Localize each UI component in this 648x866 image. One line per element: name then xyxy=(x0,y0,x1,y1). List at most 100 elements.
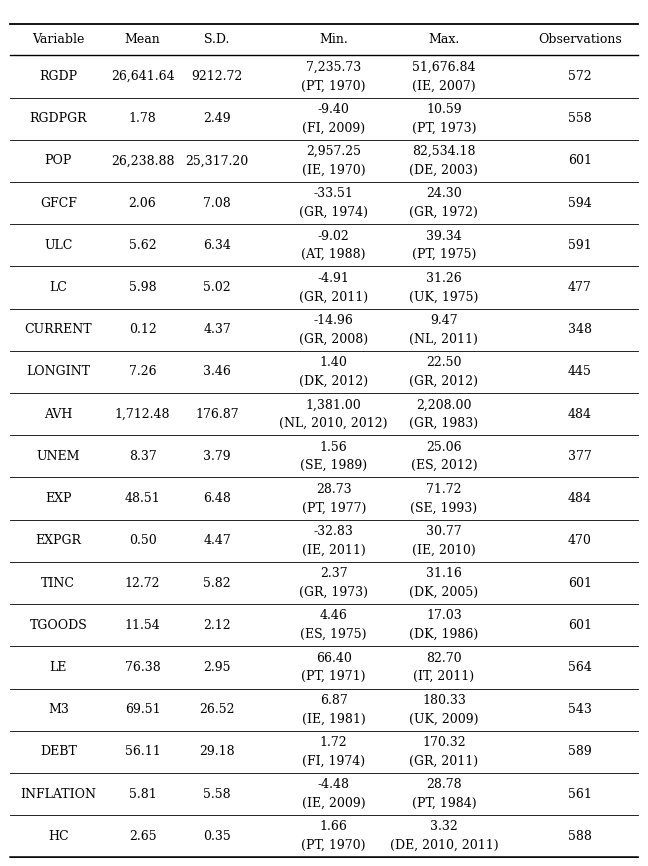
Text: (UK, 2009): (UK, 2009) xyxy=(409,713,479,726)
Text: 51,676.84: 51,676.84 xyxy=(412,61,476,74)
Text: (GR, 2011): (GR, 2011) xyxy=(299,290,368,303)
Text: (DE, 2003): (DE, 2003) xyxy=(410,164,478,177)
Text: 11.54: 11.54 xyxy=(124,618,161,631)
Text: 22.50: 22.50 xyxy=(426,356,461,369)
Text: 4.37: 4.37 xyxy=(203,323,231,336)
Text: 6.48: 6.48 xyxy=(203,492,231,505)
Text: (IT, 2011): (IT, 2011) xyxy=(413,670,474,683)
Text: 0.35: 0.35 xyxy=(203,830,231,843)
Text: 1,381.00: 1,381.00 xyxy=(306,398,362,411)
Text: (DK, 1986): (DK, 1986) xyxy=(410,628,478,641)
Text: 601: 601 xyxy=(568,618,592,631)
Text: 6.34: 6.34 xyxy=(203,239,231,252)
Text: 2,208.00: 2,208.00 xyxy=(416,398,472,411)
Text: 8.37: 8.37 xyxy=(129,449,156,463)
Text: (GR, 1973): (GR, 1973) xyxy=(299,585,368,598)
Text: 6.87: 6.87 xyxy=(320,694,347,707)
Text: (IE, 1970): (IE, 1970) xyxy=(302,164,365,177)
Text: 7,235.73: 7,235.73 xyxy=(306,61,362,74)
Text: (SE, 1989): (SE, 1989) xyxy=(300,459,367,472)
Text: 1.66: 1.66 xyxy=(319,820,348,833)
Text: 30.77: 30.77 xyxy=(426,525,461,538)
Text: (GR, 1972): (GR, 1972) xyxy=(410,206,478,219)
Text: 25.06: 25.06 xyxy=(426,441,461,454)
Text: 3.79: 3.79 xyxy=(203,449,231,463)
Text: 0.12: 0.12 xyxy=(129,323,156,336)
Text: 26.52: 26.52 xyxy=(200,703,235,716)
Text: EXPGR: EXPGR xyxy=(36,534,81,547)
Text: (IE, 2007): (IE, 2007) xyxy=(412,80,476,93)
Text: 0.50: 0.50 xyxy=(129,534,156,547)
Text: 48.51: 48.51 xyxy=(124,492,161,505)
Text: HC: HC xyxy=(48,830,69,843)
Text: 377: 377 xyxy=(568,449,592,463)
Text: (IE, 2011): (IE, 2011) xyxy=(302,544,365,557)
Text: 5.81: 5.81 xyxy=(129,787,156,800)
Text: 470: 470 xyxy=(568,534,592,547)
Text: M3: M3 xyxy=(48,703,69,716)
Text: -9.40: -9.40 xyxy=(318,103,350,116)
Text: 26,641.64: 26,641.64 xyxy=(111,70,174,83)
Text: 69.51: 69.51 xyxy=(125,703,160,716)
Text: S.D.: S.D. xyxy=(204,33,230,47)
Text: 82,534.18: 82,534.18 xyxy=(412,145,476,158)
Text: 29.18: 29.18 xyxy=(200,746,235,759)
Text: 484: 484 xyxy=(568,408,592,421)
Text: 1,712.48: 1,712.48 xyxy=(115,408,170,421)
Text: 2.06: 2.06 xyxy=(129,197,156,210)
Text: TGOODS: TGOODS xyxy=(29,618,87,631)
Text: 1.56: 1.56 xyxy=(320,441,347,454)
Text: 1.72: 1.72 xyxy=(320,736,347,749)
Text: 543: 543 xyxy=(568,703,592,716)
Text: 2.95: 2.95 xyxy=(203,661,231,674)
Text: 31.16: 31.16 xyxy=(426,567,462,580)
Text: 7.08: 7.08 xyxy=(203,197,231,210)
Text: 589: 589 xyxy=(568,746,592,759)
Text: 7.26: 7.26 xyxy=(129,365,156,378)
Text: UNEM: UNEM xyxy=(36,449,80,463)
Text: -14.96: -14.96 xyxy=(314,314,354,327)
Text: (NL, 2010, 2012): (NL, 2010, 2012) xyxy=(279,417,388,430)
Text: 176.87: 176.87 xyxy=(195,408,239,421)
Text: 31.26: 31.26 xyxy=(426,272,462,285)
Text: 558: 558 xyxy=(568,113,592,126)
Text: 9212.72: 9212.72 xyxy=(191,70,243,83)
Text: (GR, 1983): (GR, 1983) xyxy=(410,417,478,430)
Text: 445: 445 xyxy=(568,365,592,378)
Text: 26,238.88: 26,238.88 xyxy=(111,154,174,167)
Text: (PT, 1984): (PT, 1984) xyxy=(411,797,476,810)
Text: 477: 477 xyxy=(568,281,592,294)
Text: EXP: EXP xyxy=(45,492,71,505)
Text: 5.82: 5.82 xyxy=(203,577,231,590)
Text: 1.40: 1.40 xyxy=(319,356,348,369)
Text: 10.59: 10.59 xyxy=(426,103,461,116)
Text: 572: 572 xyxy=(568,70,592,83)
Text: GFCF: GFCF xyxy=(40,197,76,210)
Text: LE: LE xyxy=(50,661,67,674)
Text: 82.70: 82.70 xyxy=(426,651,461,664)
Text: 348: 348 xyxy=(568,323,592,336)
Text: 4.46: 4.46 xyxy=(319,610,348,623)
Text: 180.33: 180.33 xyxy=(422,694,466,707)
Text: 17.03: 17.03 xyxy=(426,610,462,623)
Text: 601: 601 xyxy=(568,577,592,590)
Text: DEBT: DEBT xyxy=(40,746,76,759)
Text: 564: 564 xyxy=(568,661,592,674)
Text: Observations: Observations xyxy=(538,33,622,47)
Text: (DE, 2010, 2011): (DE, 2010, 2011) xyxy=(389,839,498,852)
Text: 76.38: 76.38 xyxy=(124,661,161,674)
Text: LONGINT: LONGINT xyxy=(27,365,90,378)
Text: (PT, 1973): (PT, 1973) xyxy=(411,121,476,134)
Text: Min.: Min. xyxy=(319,33,348,47)
Text: 9.47: 9.47 xyxy=(430,314,457,327)
Text: -4.91: -4.91 xyxy=(318,272,350,285)
Text: -33.51: -33.51 xyxy=(314,187,354,200)
Text: ULC: ULC xyxy=(44,239,73,252)
Text: LC: LC xyxy=(49,281,67,294)
Text: (GR, 1974): (GR, 1974) xyxy=(299,206,368,219)
Text: POP: POP xyxy=(45,154,72,167)
Text: 170.32: 170.32 xyxy=(422,736,466,749)
Text: (PT, 1975): (PT, 1975) xyxy=(411,249,476,262)
Text: 24.30: 24.30 xyxy=(426,187,462,200)
Text: 5.02: 5.02 xyxy=(203,281,231,294)
